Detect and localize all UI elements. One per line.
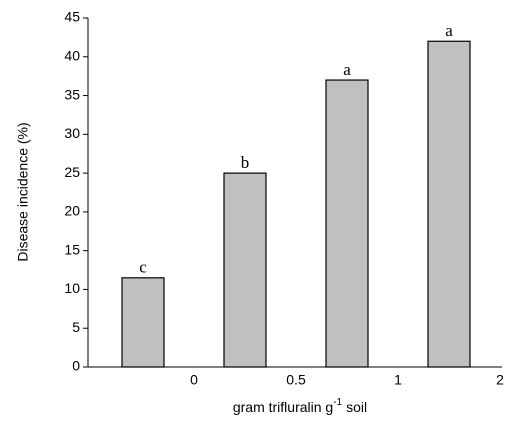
y-tick-label: 25	[64, 164, 80, 180]
x-tick-label: 1	[394, 372, 402, 388]
y-axis-label: Disease incidence (%)	[15, 122, 31, 261]
y-tick-label: 20	[64, 203, 80, 219]
bar	[325, 79, 369, 368]
y-tick-label: 10	[64, 280, 80, 296]
bar-annotation: c	[139, 258, 147, 277]
bar	[223, 172, 267, 368]
bar-annotation: a	[445, 21, 453, 40]
x-axis-label-part: gram trifluralin g	[233, 399, 333, 415]
bar-annotation: a	[343, 60, 351, 79]
y-tick-label: 45	[64, 9, 80, 25]
y-tick-label: 40	[64, 47, 80, 63]
bar-annotation: b	[241, 153, 250, 172]
y-tick-label: 35	[64, 86, 80, 102]
bar	[121, 277, 165, 368]
x-tick-label: 0	[190, 372, 198, 388]
y-tick-label: 0	[72, 358, 80, 374]
x-tick-label: 0.5	[286, 372, 306, 388]
x-axis-label-sup: -1	[333, 397, 342, 408]
y-tick-label: 30	[64, 125, 80, 141]
y-tick-label: 15	[64, 241, 80, 257]
x-axis-label-part: soil	[346, 399, 367, 415]
y-tick-label: 5	[72, 319, 80, 335]
bar	[427, 40, 471, 368]
x-tick-label: 2	[496, 372, 504, 388]
x-axis-label: gram trifluralin g-1 soil	[233, 397, 367, 415]
